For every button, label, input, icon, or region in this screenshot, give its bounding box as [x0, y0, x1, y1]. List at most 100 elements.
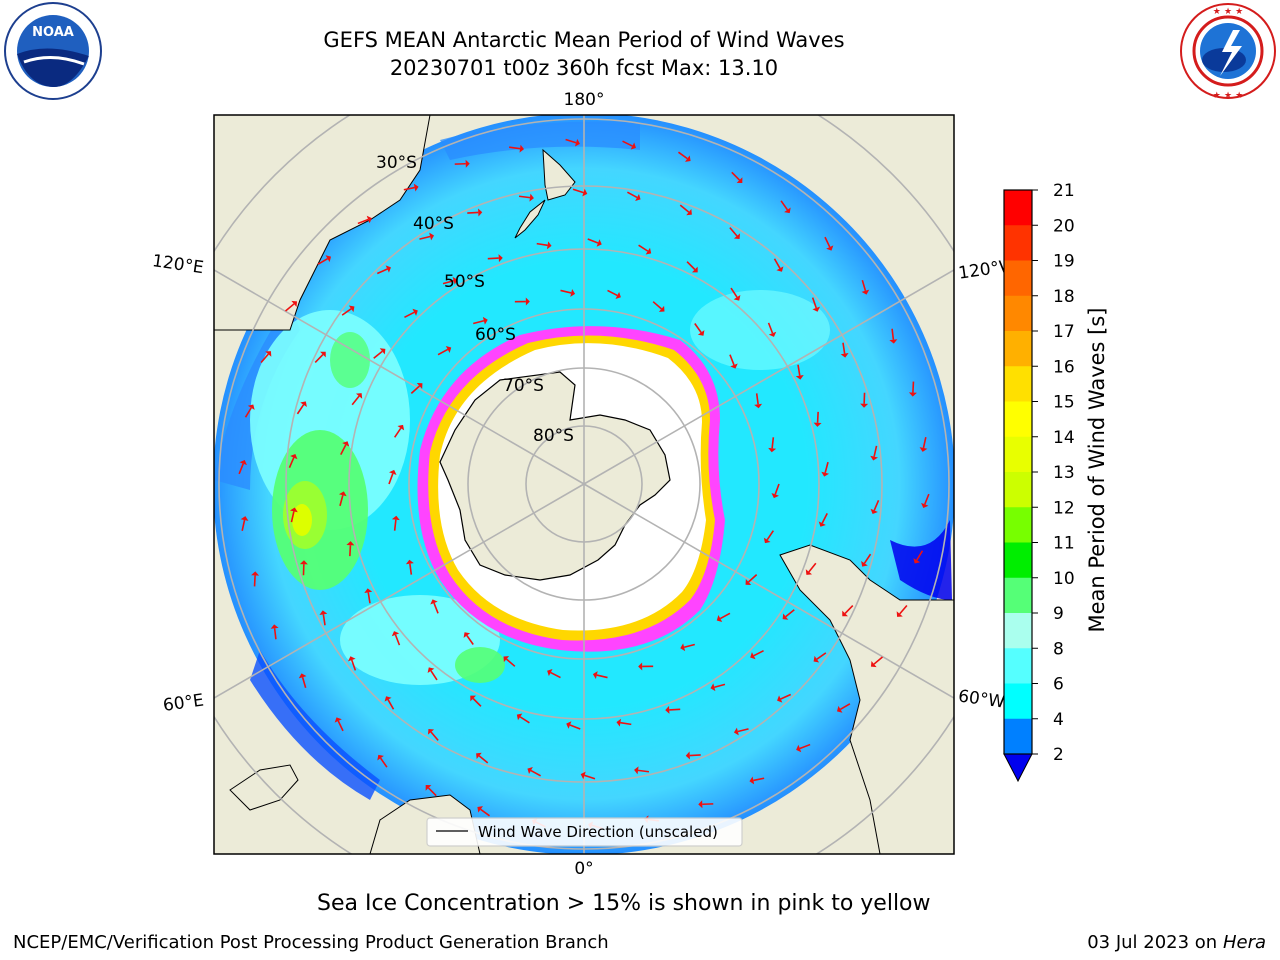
wind-arrow-shaft [916, 550, 924, 561]
wind-arrow-shaft [719, 612, 731, 620]
colorbar-tick-label: 9 [1053, 604, 1064, 624]
wind-arrow-shaft [824, 236, 831, 248]
wind-arrow-shaft [753, 777, 765, 782]
wind-arrow-shaft [357, 218, 369, 225]
wind-arrow-shaft [373, 350, 383, 359]
wind-arrow-head [630, 142, 636, 150]
wind-arrow-head [813, 655, 820, 663]
lon-label-120e: 120°E [151, 251, 205, 278]
wind-arrow-shaft [780, 693, 792, 700]
wind-arrow-head [842, 610, 848, 617]
wind-arrow-head [320, 351, 326, 358]
lon-label-180: 180° [564, 90, 605, 110]
wind-arrow-shaft [427, 787, 437, 797]
wind-arrow-head [908, 392, 917, 397]
wind-arrow-shaft [337, 720, 344, 732]
wind-arrow-head [745, 579, 752, 585]
wind-arrow-head [342, 441, 350, 447]
wind-arrow-shaft [729, 354, 735, 366]
wind-arrow-head [385, 265, 391, 273]
wind-arrow-head [692, 266, 698, 273]
wind-arrow-head [477, 806, 483, 813]
wind-arrow-shaft [924, 493, 930, 505]
wind-arrow-shaft [560, 289, 572, 294]
chart-subtitle: 20230701 t00z 360h fcst Max: 13.10 [389, 56, 779, 80]
wind-arrow-head [366, 215, 372, 224]
footer-date: 03 Jul 2023 on Hera [1087, 932, 1266, 953]
wind-arrow-shaft [627, 191, 638, 199]
lat-label-50s: 50°S [444, 272, 485, 292]
wind-arrow-shaft [473, 319, 485, 325]
wind-arrow-head [427, 728, 435, 735]
wind-arrow-head [465, 159, 470, 168]
lat-label-60s: 60°S [475, 325, 516, 345]
wind-arrow-head [860, 403, 869, 408]
wind-arrow-shaft [296, 404, 305, 415]
wind-arrow-shaft [844, 605, 854, 615]
wind-arrow-shaft [797, 364, 801, 376]
colorbar: 21 20 19 18 17 16 15 14 13 12 11 10 9 8 6 4 2 [1003, 181, 1075, 783]
colorbar-tick-label: 13 [1053, 463, 1075, 483]
wind-arrow-shaft [341, 308, 352, 316]
wind-arrow-shaft [430, 731, 439, 741]
lat-label-80s: 80°S [533, 426, 574, 446]
wind-arrow-head [319, 610, 328, 615]
wind-arrow-head [546, 241, 552, 250]
wind-arrow-shaft [442, 279, 454, 285]
wind-arrow-shaft [350, 659, 357, 671]
wind-arrow-shaft [840, 703, 851, 711]
wind-arrow-head [527, 767, 533, 775]
wind-arrow-head [710, 683, 716, 692]
wind-arrow-head [750, 652, 756, 660]
colorbar-segment [1004, 718, 1032, 755]
wind-arrow-head [805, 569, 813, 575]
wind-arrow-shaft [816, 411, 819, 423]
wind-arrow-shaft [509, 146, 521, 150]
wind-arrow-shaft [620, 721, 632, 726]
wind-arrow-head [615, 291, 621, 299]
colorbar-title: Mean Period of Wind Waves [s] [1085, 307, 1109, 633]
wind-arrow-head [812, 306, 821, 312]
lat-label-30s: 30°S [376, 153, 417, 173]
wind-arrow-head [364, 588, 373, 594]
longitude-gridlines [214, 115, 954, 854]
wind-arrow-head [870, 660, 877, 668]
colorbar-segment [1004, 331, 1032, 367]
wind-arrow-shaft [824, 461, 829, 473]
wind-arrow-head [784, 207, 791, 214]
wind-arrow-head [698, 800, 703, 809]
wind-arrow-head [665, 705, 670, 714]
lon-label-0: 0° [574, 859, 593, 879]
wind-arrow-shaft [339, 495, 344, 507]
wind-arrow-head [570, 289, 576, 297]
wind-arrow-head [870, 508, 878, 515]
wind-arrow-head [861, 289, 870, 295]
wind-arrow-shaft [799, 743, 811, 750]
wind-arrow-shaft [842, 342, 846, 354]
wind-arrow-head [425, 785, 432, 791]
wind-arrow-shaft [530, 769, 541, 777]
wind-arrow-head [685, 751, 690, 760]
wind-arrow-shaft [349, 545, 352, 557]
wind-arrow-head [733, 233, 741, 240]
wind-arrow-shaft [518, 195, 531, 199]
wind-arrow-shaft [467, 211, 479, 214]
wind-arrow-head [821, 471, 830, 477]
wind-arrow-shaft [419, 235, 431, 240]
wind-arrow-shaft [260, 353, 269, 363]
wind-arrow-head [391, 631, 400, 637]
wind-arrow-head [733, 295, 741, 301]
wind-arrow-shaft [912, 381, 915, 393]
wind-arrow-head [298, 673, 307, 679]
wind-arrow-shaft [430, 670, 438, 681]
wind-arrow-head [870, 455, 879, 461]
wind-arrow-shaft [480, 808, 491, 817]
wind-arrow-shaft [773, 258, 781, 269]
wind-arrow-shaft [873, 445, 878, 457]
colorbar-tick-label: 19 [1053, 252, 1075, 272]
wind-arrow-head [348, 305, 355, 313]
wind-arrow-head [736, 177, 743, 183]
wind-arrow-head [768, 331, 777, 337]
wind-arrow-head [634, 766, 639, 775]
wind-arrow-shaft [766, 530, 774, 541]
